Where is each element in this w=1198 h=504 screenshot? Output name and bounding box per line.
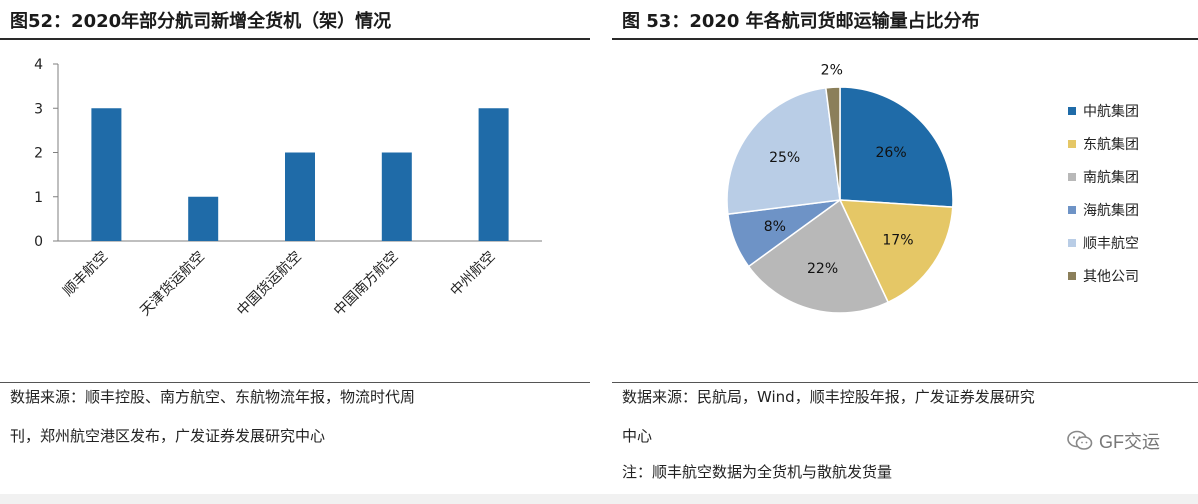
left-figure-panel: 图52：2020年部分航司新增全货机（架）情况 0 1 2 3 4 顺丰航空 天津货运航空…	[0, 0, 590, 504]
legend-swatch	[1068, 107, 1076, 115]
right-title-rule	[612, 38, 1198, 40]
pie-value-label: 17%	[882, 232, 913, 248]
pie-value-label: 26%	[876, 145, 907, 161]
bottom-strip	[0, 494, 1198, 504]
pie-slice	[839, 86, 954, 208]
left-title-rule	[0, 38, 590, 40]
pie-slice	[838, 199, 954, 304]
legend-label: 海航集团	[1083, 202, 1139, 219]
pie-slice	[747, 198, 890, 314]
x-category-label: 中国货运航空	[233, 248, 304, 319]
bar-chart-bars	[91, 108, 509, 241]
bar	[478, 108, 509, 241]
y-tick-label: 2	[34, 146, 43, 162]
left-source-line-1: 数据来源：顺丰控股、南方航空、东航物流年报，物流时代周	[10, 388, 416, 406]
bar	[381, 152, 412, 241]
legend-label: 东航集团	[1083, 136, 1139, 153]
pie-value-label: 8%	[764, 219, 786, 235]
watermark: GF交运	[1067, 428, 1160, 454]
legend-label: 南航集团	[1083, 169, 1139, 186]
left-source-line-2: 刊，郑州航空港区发布，广发证券发展研究中心	[10, 427, 326, 445]
pie-chart-slices	[726, 86, 954, 314]
right-source-text: 数据来源：民航局，Wind，顺丰控股年报，广发证券发展研究 中心	[622, 384, 1196, 450]
right-figure-title: 图 53：2020 年各航司货邮运输量占比分布	[622, 11, 980, 32]
right-source-line-2: 中心	[622, 427, 653, 445]
x-category-label: 中州航空	[448, 249, 499, 300]
legend-swatch	[1068, 206, 1076, 214]
bar	[285, 152, 315, 241]
bar	[188, 196, 219, 241]
right-source-line-1: 数据来源：民航局，Wind，顺丰控股年报，广发证券发展研究	[622, 388, 1035, 406]
x-category-label: 中国南方航空	[331, 249, 402, 320]
x-category-label: 顺丰航空	[60, 249, 111, 300]
legend-swatch	[1068, 173, 1076, 181]
pie-chart: 26% 17% 22% 8% 25% 2% 中航集团东航集团南航集团海航集团顺丰航空其他公…	[726, 62, 1139, 314]
wechat-icon	[1067, 430, 1093, 450]
left-figure-title: 图52：2020年部分航司新增全货机（架）情况	[10, 11, 392, 32]
bar-chart: 0 1 2 3 4 顺丰航空 天津货运航空 中国货运航空 中国南方航空 中州航空	[34, 57, 542, 319]
legend-label: 中航集团	[1083, 103, 1139, 120]
bar-chart-y-ticks: 0 1 2 3 4	[34, 57, 58, 250]
y-tick-label: 1	[34, 190, 43, 206]
right-source-rule	[612, 382, 1198, 383]
pie-slice	[824, 86, 841, 201]
bar-chart-x-labels: 顺丰航空 天津货运航空 中国货运航空 中国南方航空 中州航空	[60, 248, 498, 319]
y-tick-label: 0	[34, 234, 43, 250]
legend-label: 顺丰航空	[1083, 236, 1139, 252]
pie-value-label: 25%	[769, 150, 800, 166]
left-source-rule	[0, 382, 590, 383]
right-note: 注：顺丰航空数据为全货机与散航发货量	[622, 463, 893, 481]
legend-swatch	[1068, 140, 1076, 148]
watermark-text: GF交运	[1099, 432, 1160, 452]
pie-value-label: 22%	[807, 261, 838, 277]
legend-label: 其他公司	[1083, 269, 1139, 285]
bar	[91, 108, 122, 241]
left-source-text: 数据来源：顺丰控股、南方航空、东航物流年报，物流时代周 刊，郑州航空港区发布，广…	[10, 384, 588, 450]
y-tick-label: 3	[34, 101, 43, 117]
x-category-label: 天津货运航空	[137, 248, 208, 319]
pie-slice	[726, 87, 841, 216]
legend-swatch	[1068, 272, 1076, 280]
right-figure-panel: 图 53：2020 年各航司货邮运输量占比分布 26% 17% 22% 8% 25% 2%…	[612, 0, 1198, 504]
pie-chart-value-labels: 26% 17% 22% 8% 25% 2%	[764, 62, 914, 277]
y-tick-label: 4	[34, 57, 43, 73]
legend-swatch	[1068, 239, 1076, 247]
pie-value-label: 2%	[821, 62, 843, 78]
